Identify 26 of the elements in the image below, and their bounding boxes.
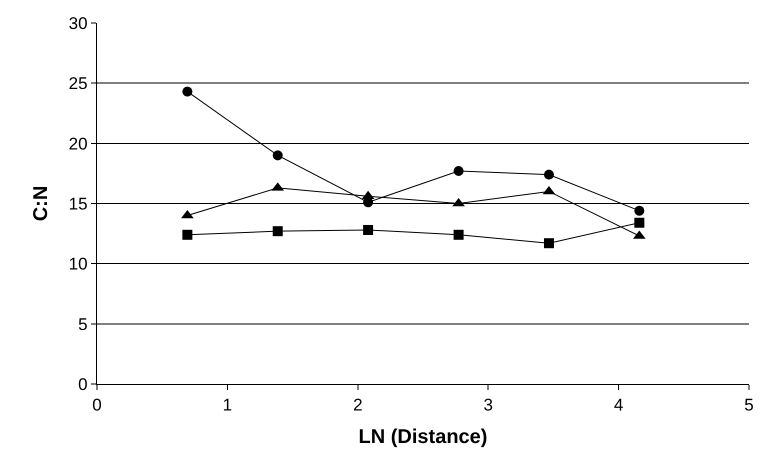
point xyxy=(634,218,644,228)
x-tick-label: 0 xyxy=(92,395,102,414)
point xyxy=(272,150,283,160)
x-tick-label: 1 xyxy=(222,395,232,414)
x-tick-label: 3 xyxy=(483,395,493,414)
y-axis-title: C:N xyxy=(30,186,52,222)
point xyxy=(544,238,554,248)
point xyxy=(272,226,283,236)
point xyxy=(454,230,464,240)
point xyxy=(182,86,192,97)
y-tick-label: 0 xyxy=(78,374,88,394)
x-tick-label: 4 xyxy=(614,395,624,414)
point xyxy=(182,230,192,240)
point xyxy=(363,224,374,235)
x-axis-title: LN (Distance) xyxy=(358,426,488,448)
x-tick-label: 5 xyxy=(744,395,754,414)
y-tick-label: 25 xyxy=(68,74,88,94)
y-tick-label: 20 xyxy=(68,134,88,154)
y-tick-label: 10 xyxy=(68,254,88,274)
point xyxy=(454,166,464,176)
point xyxy=(544,170,554,180)
x-tick-label: 2 xyxy=(353,395,363,414)
y-tick-label: 30 xyxy=(68,14,88,33)
y-tick-label: 5 xyxy=(78,314,88,334)
point xyxy=(634,206,644,216)
y-tick-label: 15 xyxy=(68,194,88,214)
